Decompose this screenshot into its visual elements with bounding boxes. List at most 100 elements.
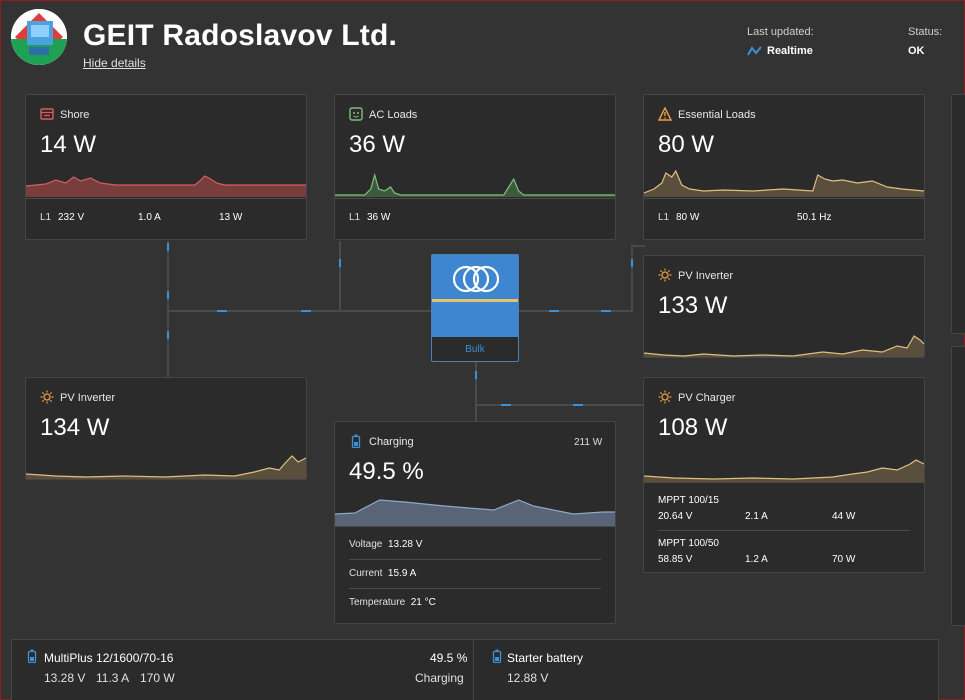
- socket-icon: [349, 107, 363, 121]
- multiplus-state: Charging: [415, 671, 464, 685]
- wire-right-stub: [631, 245, 645, 247]
- essential-loads-sparkline: [644, 169, 924, 197]
- mppt-power: 70 W: [832, 554, 856, 565]
- battery-voltage-row: Voltage 13.28 V: [349, 539, 423, 550]
- starter-battery-voltage: 12.88 V: [507, 671, 549, 685]
- card-title: PV Charger: [678, 392, 736, 404]
- card-value: 134 W: [40, 414, 110, 441]
- battery-icon: [349, 434, 363, 449]
- card-divider: [335, 526, 615, 527]
- flow-dash: [167, 331, 169, 339]
- pv-inverter-right-card[interactable]: PV Inverter 133 W: [643, 255, 925, 358]
- battery-power: 211 W: [574, 437, 603, 448]
- last-updated-label: Last updated:: [747, 26, 814, 38]
- card-title: Essential Loads: [678, 109, 756, 121]
- sun-icon: [658, 390, 672, 404]
- essential-loads-card[interactable]: Essential Loads 80 W L1 80 W 50.1 Hz: [643, 94, 925, 240]
- multiplus-soc: 49.5 %: [430, 651, 468, 665]
- realtime-icon: [747, 44, 763, 56]
- inverter-face: [432, 255, 518, 337]
- battery-temperature-row: Temperature 21 °C: [349, 597, 436, 608]
- multiplus-name: MultiPlus 12/1600/70-16: [44, 651, 174, 665]
- flow-dash: [631, 259, 633, 267]
- mppt-name: MPPT 100/50: [658, 538, 719, 549]
- essential-loads-frequency: 50.1 Hz: [797, 212, 832, 223]
- flow-dash: [217, 310, 227, 312]
- multiplus-panel[interactable]: MultiPlus 12/1600/70-16 49.5 % 13.28 V 1…: [12, 640, 474, 700]
- card-divider: [644, 482, 924, 483]
- flow-dash: [549, 310, 559, 312]
- ac-loads-card[interactable]: AC Loads 36 W L1 36 W: [334, 94, 616, 240]
- flow-dash: [167, 243, 169, 251]
- shore-plug-icon: [40, 107, 54, 121]
- shore-sparkline: [26, 175, 306, 197]
- battery-icon: [26, 649, 38, 664]
- battery-current-row: Current 15.9 A: [349, 568, 417, 579]
- flow-dash: [601, 310, 611, 312]
- phase-label: L1: [40, 212, 52, 223]
- pv-charger-sparkline: [644, 459, 924, 482]
- offscreen-card: [951, 94, 965, 334]
- sun-icon: [40, 390, 54, 404]
- battery-icon: [491, 649, 503, 664]
- shore-current: 1.0 A: [138, 212, 161, 223]
- card-title: PV Inverter: [60, 392, 116, 404]
- device-bar: MultiPlus 12/1600/70-16 49.5 % 13.28 V 1…: [11, 639, 939, 700]
- multiplus-power: 170 W: [140, 671, 175, 685]
- mppt-voltage: 58.85 V: [658, 554, 693, 565]
- phase-label: L1: [349, 212, 361, 223]
- essential-loads-power: 80 W: [676, 212, 700, 223]
- row-divider: [658, 530, 910, 531]
- victron-logo-icon: [450, 263, 502, 295]
- pv-inverter-left-sparkline: [26, 455, 306, 479]
- pv-charger-card[interactable]: PV Charger 108 W MPPT 100/15 20.64 V 2.1…: [643, 377, 925, 573]
- mppt-current: 2.1 A: [745, 511, 768, 522]
- phase-label: L1: [658, 212, 670, 223]
- offscreen-card: [951, 346, 965, 626]
- starter-battery-panel[interactable]: Starter battery 12.88 V: [475, 640, 938, 700]
- flow-dash: [339, 259, 341, 267]
- site-logo: [11, 9, 67, 65]
- mppt-power: 44 W: [832, 511, 856, 522]
- pv-inverter-right-sparkline: [644, 335, 924, 357]
- mppt-current: 1.2 A: [745, 554, 768, 565]
- card-value: 108 W: [658, 414, 728, 441]
- status-label: Status:: [908, 26, 943, 38]
- row-divider: [349, 559, 601, 560]
- shore-voltage: 232 V: [58, 212, 85, 223]
- card-value: 133 W: [658, 292, 728, 319]
- flow-dash: [167, 291, 169, 299]
- card-value: 49.5 %: [349, 458, 424, 485]
- wire-right-horizontal: [518, 310, 633, 312]
- inverter-charger[interactable]: Bulk: [431, 254, 519, 362]
- card-title: Shore: [60, 109, 90, 121]
- hide-details-link[interactable]: Hide details: [83, 56, 146, 70]
- wire-acloads: [339, 241, 341, 311]
- site-title: GEIT Radoslavov Ltd.: [83, 19, 398, 52]
- inverter-state: Bulk: [465, 344, 485, 355]
- flow-dash: [573, 404, 583, 406]
- wire-right-vertical: [631, 245, 633, 312]
- row-divider: [349, 588, 601, 589]
- last-updated-value: Realtime: [767, 45, 813, 57]
- wire-left-vertical: [167, 241, 169, 378]
- card-divider: [26, 198, 306, 199]
- mppt-voltage: 20.64 V: [658, 511, 693, 522]
- sun-icon: [658, 268, 672, 282]
- shore-card[interactable]: Shore 14 W L1 232 V 1.0 A 13 W: [25, 94, 307, 240]
- warning-icon: [657, 106, 673, 121]
- status-value: OK: [908, 45, 925, 57]
- flow-dash: [475, 371, 477, 379]
- ac-loads-power: 36 W: [367, 212, 391, 223]
- card-value: 14 W: [40, 131, 97, 158]
- card-title: PV Inverter: [678, 270, 734, 282]
- battery-card[interactable]: Charging 211 W 49.5 % Voltage 13.28 V Cu…: [334, 421, 616, 624]
- multiplus-current: 11.3 A: [96, 671, 130, 685]
- ac-loads-sparkline: [335, 172, 615, 197]
- battery-sparkline: [335, 499, 615, 526]
- pv-inverter-left-card[interactable]: PV Inverter 134 W: [25, 377, 307, 480]
- wire-left-horizontal: [167, 310, 433, 312]
- shore-power: 13 W: [219, 212, 243, 223]
- multiplus-voltage: 13.28 V: [44, 671, 86, 685]
- flow-dash: [301, 310, 311, 312]
